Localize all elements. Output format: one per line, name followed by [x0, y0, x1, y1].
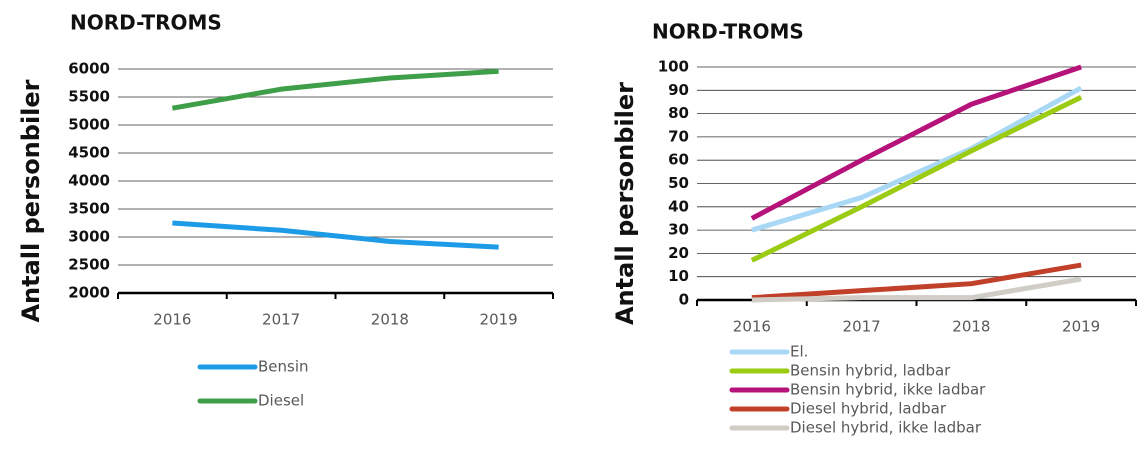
legend-label: Diesel hybrid, ikke ladbar	[790, 419, 982, 437]
series-line	[750, 95, 1083, 263]
y-tick-label: 30	[668, 221, 689, 239]
legend-label: Diesel hybrid, ladbar	[790, 400, 947, 418]
y-tick-label: 2500	[68, 256, 110, 274]
legend-label: Bensin hybrid, ladbar	[790, 362, 951, 380]
series-line	[750, 64, 1082, 221]
x-tick-label: 2016	[153, 311, 191, 329]
y-axis-label: Antall personbiler	[611, 82, 639, 325]
y-tick-label: 40	[668, 197, 689, 215]
y-tick-label: 60	[668, 151, 689, 169]
x-tick-label: 2016	[733, 318, 771, 336]
y-tick-label: 10	[668, 267, 689, 285]
series-line	[172, 220, 499, 250]
y-tick-label: 50	[668, 174, 689, 192]
series-line	[171, 68, 499, 111]
y-tick-label: 100	[658, 58, 689, 76]
y-tick-label: 3500	[68, 200, 110, 218]
y-tick-label: 4500	[68, 144, 110, 162]
chart-title: NORD-TROMS	[652, 20, 804, 44]
series-line	[751, 262, 1082, 301]
y-tick-label: 5000	[68, 116, 110, 134]
y-tick-label: 5500	[68, 88, 110, 106]
y-tick-label: 20	[668, 244, 689, 262]
legend-label: El.	[790, 343, 808, 361]
chart-title: NORD-TROMS	[70, 11, 222, 35]
x-tick-label: 2019	[480, 311, 518, 329]
x-tick-label: 2018	[371, 311, 409, 329]
y-tick-label: 0	[679, 291, 689, 309]
legend-label: Bensin	[258, 358, 309, 376]
y-axis-label: Antall personbiler	[17, 79, 45, 322]
y-tick-label: 4000	[68, 172, 110, 190]
y-tick-label: 3000	[68, 228, 110, 246]
y-tick-label: 70	[668, 127, 689, 145]
x-tick-label: 2017	[843, 318, 881, 336]
y-tick-label: 6000	[68, 60, 110, 78]
y-tick-label: 80	[668, 104, 689, 122]
x-tick-label: 2018	[952, 318, 990, 336]
legend-label: Bensin hybrid, ikke ladbar	[790, 381, 986, 399]
y-tick-label: 90	[668, 81, 689, 99]
x-tick-label: 2017	[262, 311, 300, 329]
y-tick-label: 2000	[68, 284, 110, 302]
legend-label: Diesel	[258, 392, 304, 410]
series-line	[751, 85, 1083, 233]
series-line	[751, 276, 1082, 303]
x-tick-label: 2019	[1062, 318, 1100, 336]
